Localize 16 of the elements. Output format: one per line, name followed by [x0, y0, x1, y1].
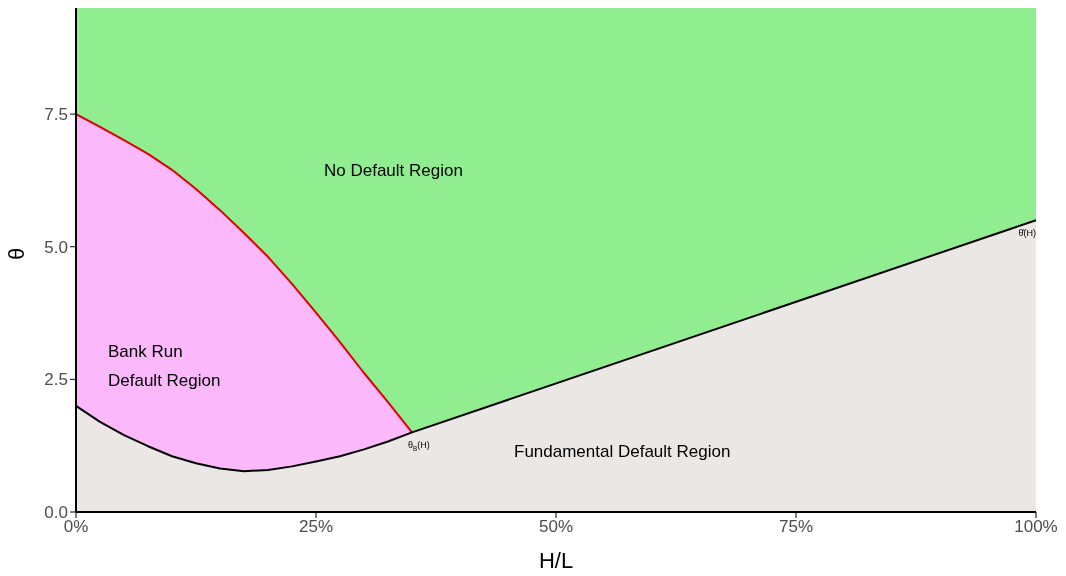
x-tick-label: 0%	[63, 517, 89, 537]
x-tick-label: 100%	[1014, 517, 1058, 537]
annotation: θ$_{B}$(H)	[408, 440, 430, 453]
y-tick-label: 2.5	[44, 370, 68, 390]
y-tick-label: 7.5	[44, 105, 68, 125]
annotation: θ̂(H)	[1018, 228, 1036, 239]
x-tick-label: 75%	[778, 517, 814, 537]
x-tick-label: 25%	[298, 517, 334, 537]
y-axis-title: θ	[3, 247, 29, 260]
x-tick-label: 50%	[538, 517, 574, 537]
y-tick-label: 5.0	[44, 237, 68, 257]
annotation: Default Region	[108, 371, 221, 391]
annotation: Fundamental Default Region	[514, 442, 731, 462]
annotation: Bank Run	[108, 342, 183, 362]
annotation: No Default Region	[324, 161, 463, 181]
x-axis-title: H/L	[538, 548, 574, 573]
